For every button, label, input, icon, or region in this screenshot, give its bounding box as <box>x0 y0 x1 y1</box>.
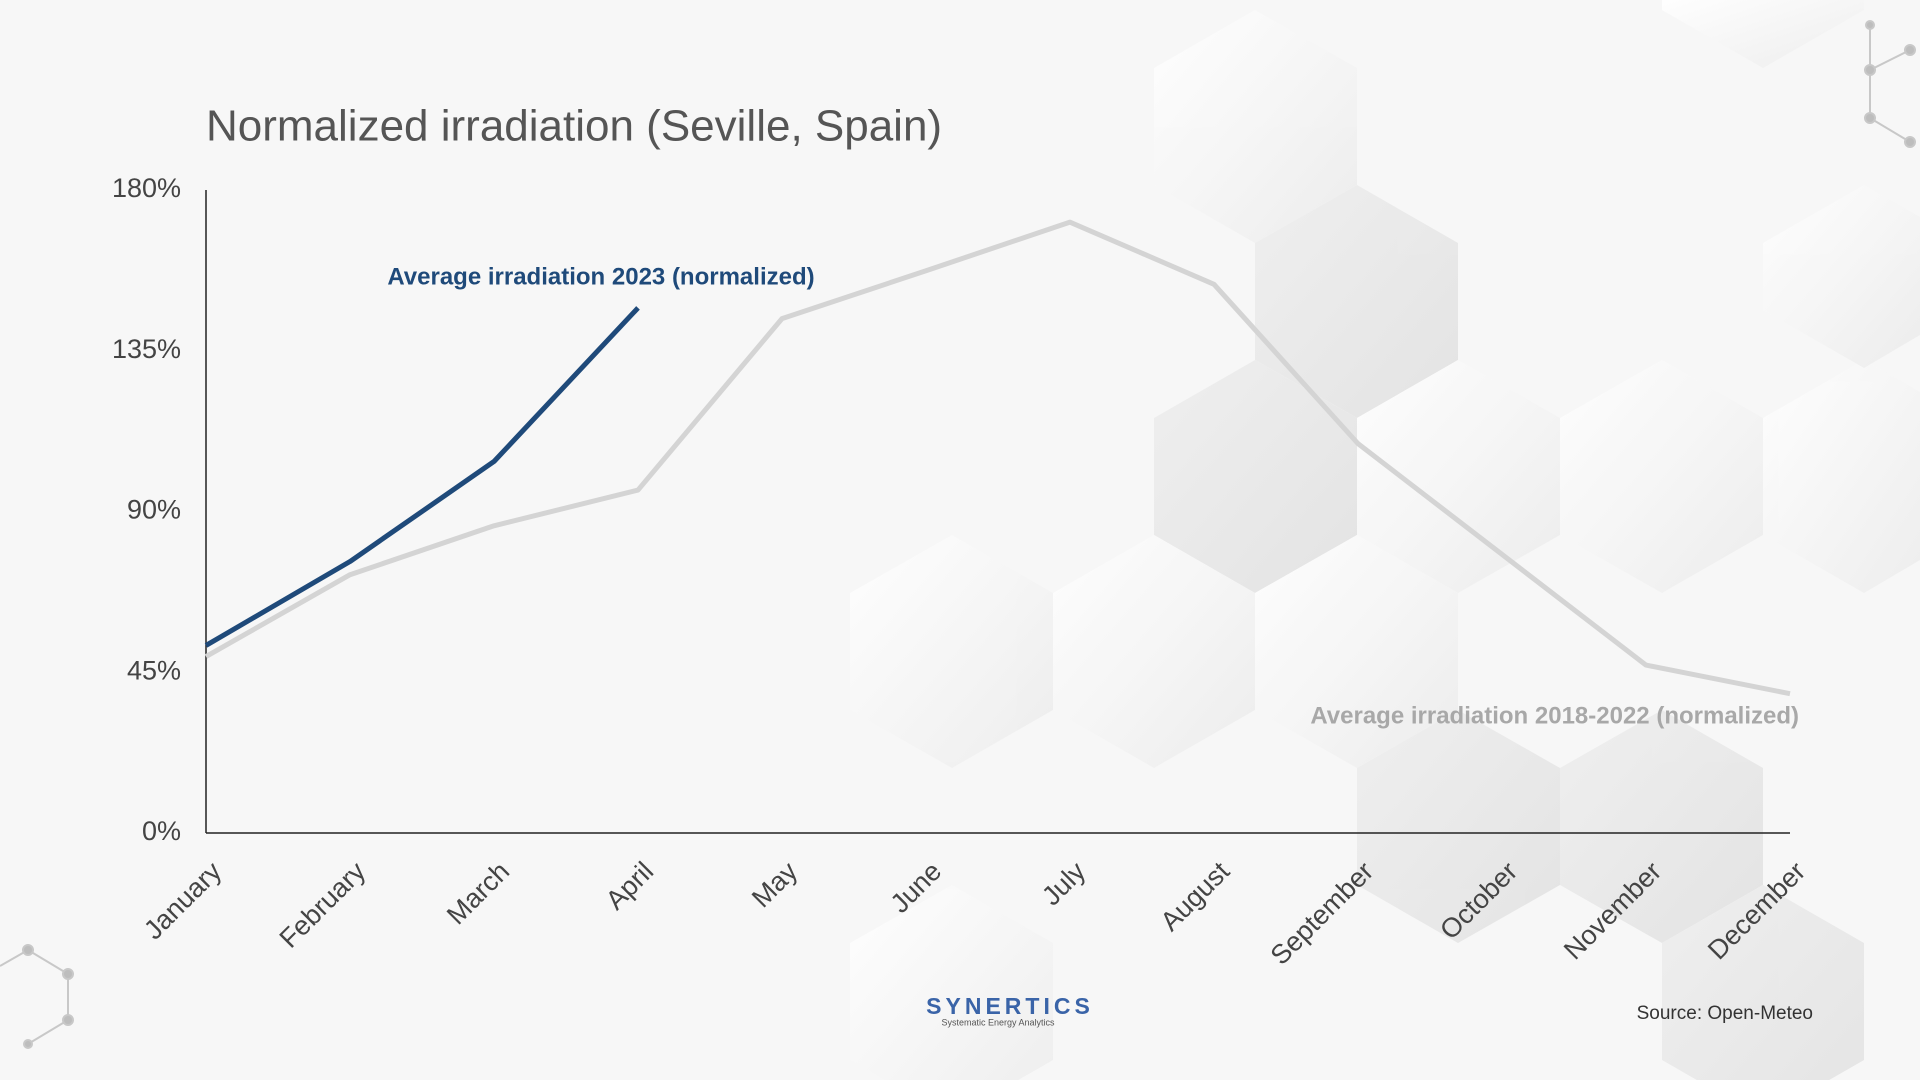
x-tick-label: February <box>274 856 372 954</box>
x-tick-label: August <box>1155 856 1236 937</box>
x-tick-label: January <box>138 856 227 945</box>
brand-logo: SYNERTICS <box>926 993 1094 1019</box>
series-line <box>204 219 1791 697</box>
series-line <box>204 306 640 648</box>
background-hexagons <box>850 0 1920 1080</box>
y-tick-label: 90% <box>127 495 181 525</box>
y-tick-label: 135% <box>112 334 181 364</box>
brand-tagline: Systematic Energy Analytics <box>941 1017 1055 1027</box>
x-tick-label: May <box>746 856 804 914</box>
x-tick-label: July <box>1036 856 1092 912</box>
y-tick-label: 180% <box>112 173 181 203</box>
series-label: Average irradiation 2018-2022 (normalize… <box>1310 702 1799 729</box>
x-tick-label: April <box>600 856 659 915</box>
x-tick-label: September <box>1265 856 1380 971</box>
source-note: Source: Open-Meteo <box>1637 1003 1813 1024</box>
chart-title: Normalized irradiation (Seville, Spain) <box>206 102 942 151</box>
series-label: Average irradiation 2023 (normalized) <box>387 263 814 290</box>
y-tick-label: 0% <box>142 816 181 846</box>
y-tick-label: 45% <box>127 655 181 685</box>
x-tick-label: March <box>441 856 515 930</box>
network-decoration <box>0 20 1916 1049</box>
